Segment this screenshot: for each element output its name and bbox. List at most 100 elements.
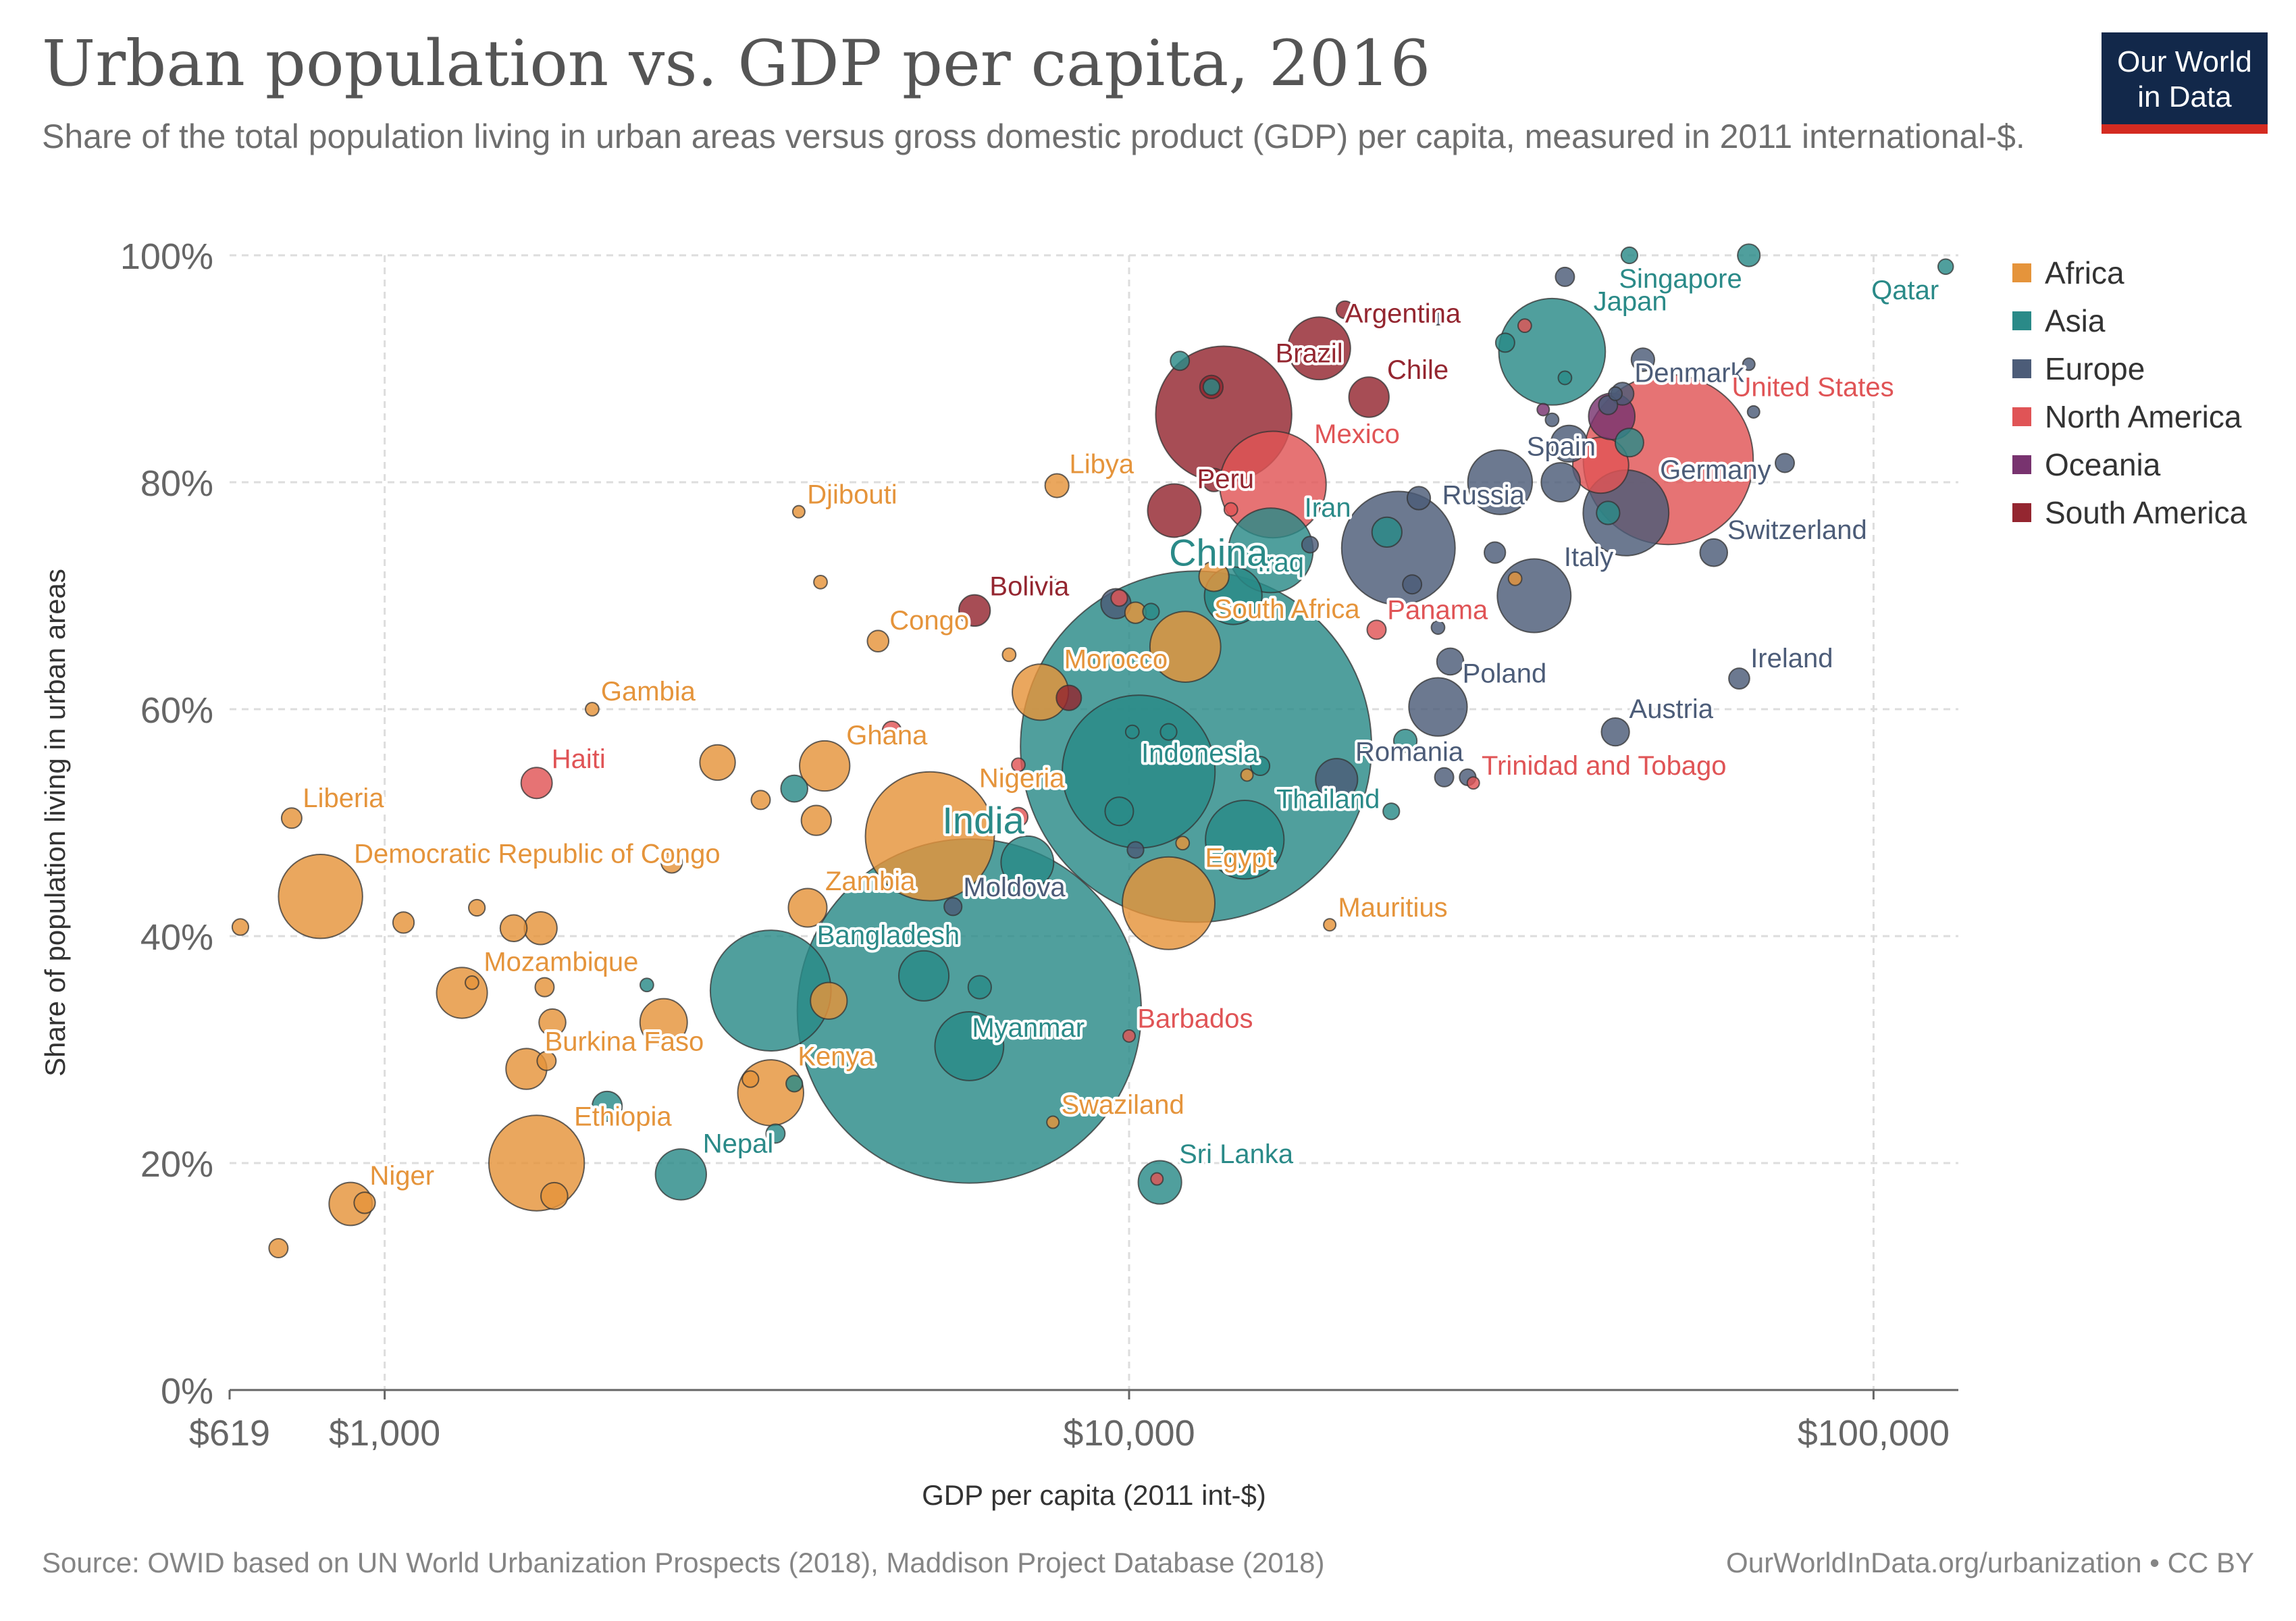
data-point[interactable]: [1775, 453, 1796, 473]
point-democratic-republic-of-congo[interactable]: [278, 853, 363, 940]
data-point[interactable]: [1484, 541, 1507, 564]
point-swaziland[interactable]: [1046, 1115, 1060, 1129]
data-point[interactable]: [1436, 647, 1465, 676]
point-thailand[interactable]: [1205, 800, 1285, 880]
data-point[interactable]: [639, 998, 688, 1047]
point-kenya[interactable]: [737, 1059, 804, 1127]
data-point[interactable]: [1223, 502, 1238, 517]
data-point[interactable]: [1544, 412, 1560, 428]
point-panama[interactable]: [1366, 619, 1387, 640]
point-zambia[interactable]: [787, 887, 828, 928]
data-point[interactable]: [1557, 370, 1573, 386]
data-point[interactable]: [813, 574, 828, 590]
point-russia[interactable]: [1340, 490, 1456, 606]
legend-item-oceania[interactable]: Oceania: [2012, 440, 2247, 488]
legend-item-north-america[interactable]: North America: [2012, 392, 2247, 440]
data-point[interactable]: [1550, 424, 1588, 463]
point-egypt[interactable]: [1122, 856, 1216, 950]
point-trinidad-and-tobago[interactable]: [1466, 776, 1480, 790]
data-point[interactable]: [1001, 647, 1017, 663]
data-point[interactable]: [741, 1070, 760, 1088]
data-point[interactable]: [1159, 723, 1178, 741]
data-point[interactable]: [750, 790, 771, 810]
data-point[interactable]: [534, 977, 555, 998]
point-italy[interactable]: [1496, 558, 1572, 634]
data-point[interactable]: [1170, 351, 1191, 371]
point-nepal[interactable]: [654, 1148, 708, 1201]
data-point[interactable]: [1011, 757, 1026, 773]
point-mauritius[interactable]: [1323, 918, 1337, 932]
data-point[interactable]: [536, 1050, 557, 1071]
data-point[interactable]: [1142, 602, 1160, 621]
data-point[interactable]: [1507, 571, 1523, 586]
data-point[interactable]: [468, 898, 486, 917]
point-peru[interactable]: [1147, 483, 1202, 538]
data-point[interactable]: [780, 774, 808, 803]
data-point[interactable]: [765, 1123, 786, 1144]
data-point[interactable]: [1742, 357, 1756, 371]
point-djibouti[interactable]: [791, 505, 806, 519]
data-point[interactable]: [353, 1191, 376, 1214]
data-point[interactable]: [1431, 312, 1445, 326]
data-point[interactable]: [660, 851, 683, 874]
point-poland[interactable]: [1408, 677, 1468, 737]
data-point[interactable]: [1240, 768, 1254, 782]
data-point[interactable]: [1000, 835, 1055, 890]
data-point[interactable]: [1126, 841, 1145, 859]
data-point[interactable]: [1406, 486, 1432, 511]
data-point[interactable]: [1620, 246, 1639, 265]
point-qatar[interactable]: [1937, 258, 1954, 276]
data-point[interactable]: [1536, 403, 1550, 417]
data-point[interactable]: [1175, 835, 1191, 851]
data-point[interactable]: [1301, 536, 1320, 554]
point-myanmar[interactable]: [934, 1011, 1005, 1081]
point-moldova[interactable]: [943, 897, 963, 917]
point-ireland[interactable]: [1728, 667, 1750, 690]
data-point[interactable]: [639, 977, 654, 993]
point-argentina[interactable]: [1287, 316, 1351, 381]
data-point[interactable]: [499, 914, 528, 943]
data-point[interactable]: [1250, 756, 1271, 776]
data-point[interactable]: [1008, 806, 1029, 827]
data-point[interactable]: [1540, 462, 1582, 503]
data-point[interactable]: [785, 1075, 804, 1093]
point-ethiopia[interactable]: [488, 1114, 585, 1212]
legend-item-asia[interactable]: Asia: [2012, 297, 2247, 344]
data-point[interactable]: [1202, 378, 1221, 396]
data-point[interactable]: [1555, 266, 1575, 287]
data-point[interactable]: [591, 1090, 623, 1123]
point-japan[interactable]: [1498, 297, 1607, 406]
point-barbados[interactable]: [1122, 1029, 1137, 1043]
data-point[interactable]: [1630, 347, 1656, 372]
point-south-africa[interactable]: [1149, 611, 1222, 683]
data-point[interactable]: [1150, 1172, 1164, 1186]
data-point[interactable]: [1596, 500, 1621, 525]
point-gambia[interactable]: [585, 702, 600, 717]
data-point[interactable]: [1124, 724, 1140, 740]
data-point[interactable]: [800, 804, 832, 836]
data-point[interactable]: [465, 975, 479, 990]
point-nigeria[interactable]: [864, 771, 995, 902]
data-point[interactable]: [1382, 802, 1401, 821]
data-point[interactable]: [1746, 405, 1760, 419]
point-indonesia[interactable]: [1062, 694, 1216, 849]
data-point[interactable]: [1430, 620, 1446, 635]
point-haiti[interactable]: [520, 767, 553, 800]
data-point[interactable]: [1517, 318, 1532, 334]
data-point[interactable]: [1434, 767, 1455, 788]
data-point[interactable]: [1371, 516, 1403, 548]
data-point[interactable]: [967, 975, 992, 1000]
data-point[interactable]: [540, 1181, 569, 1210]
data-point[interactable]: [1110, 589, 1128, 607]
data-point[interactable]: [1335, 300, 1355, 319]
point-spain[interactable]: [1467, 449, 1534, 515]
point-romania[interactable]: [1315, 758, 1359, 802]
data-point[interactable]: [538, 1008, 567, 1037]
data-point[interactable]: [1198, 561, 1230, 592]
data-point[interactable]: [1048, 579, 1066, 597]
point-libya[interactable]: [1044, 473, 1070, 498]
point-ghana[interactable]: [799, 740, 851, 792]
data-point[interactable]: [1392, 728, 1418, 754]
legend-item-europe[interactable]: Europe: [2012, 344, 2247, 392]
point-bolivia[interactable]: [958, 594, 991, 627]
